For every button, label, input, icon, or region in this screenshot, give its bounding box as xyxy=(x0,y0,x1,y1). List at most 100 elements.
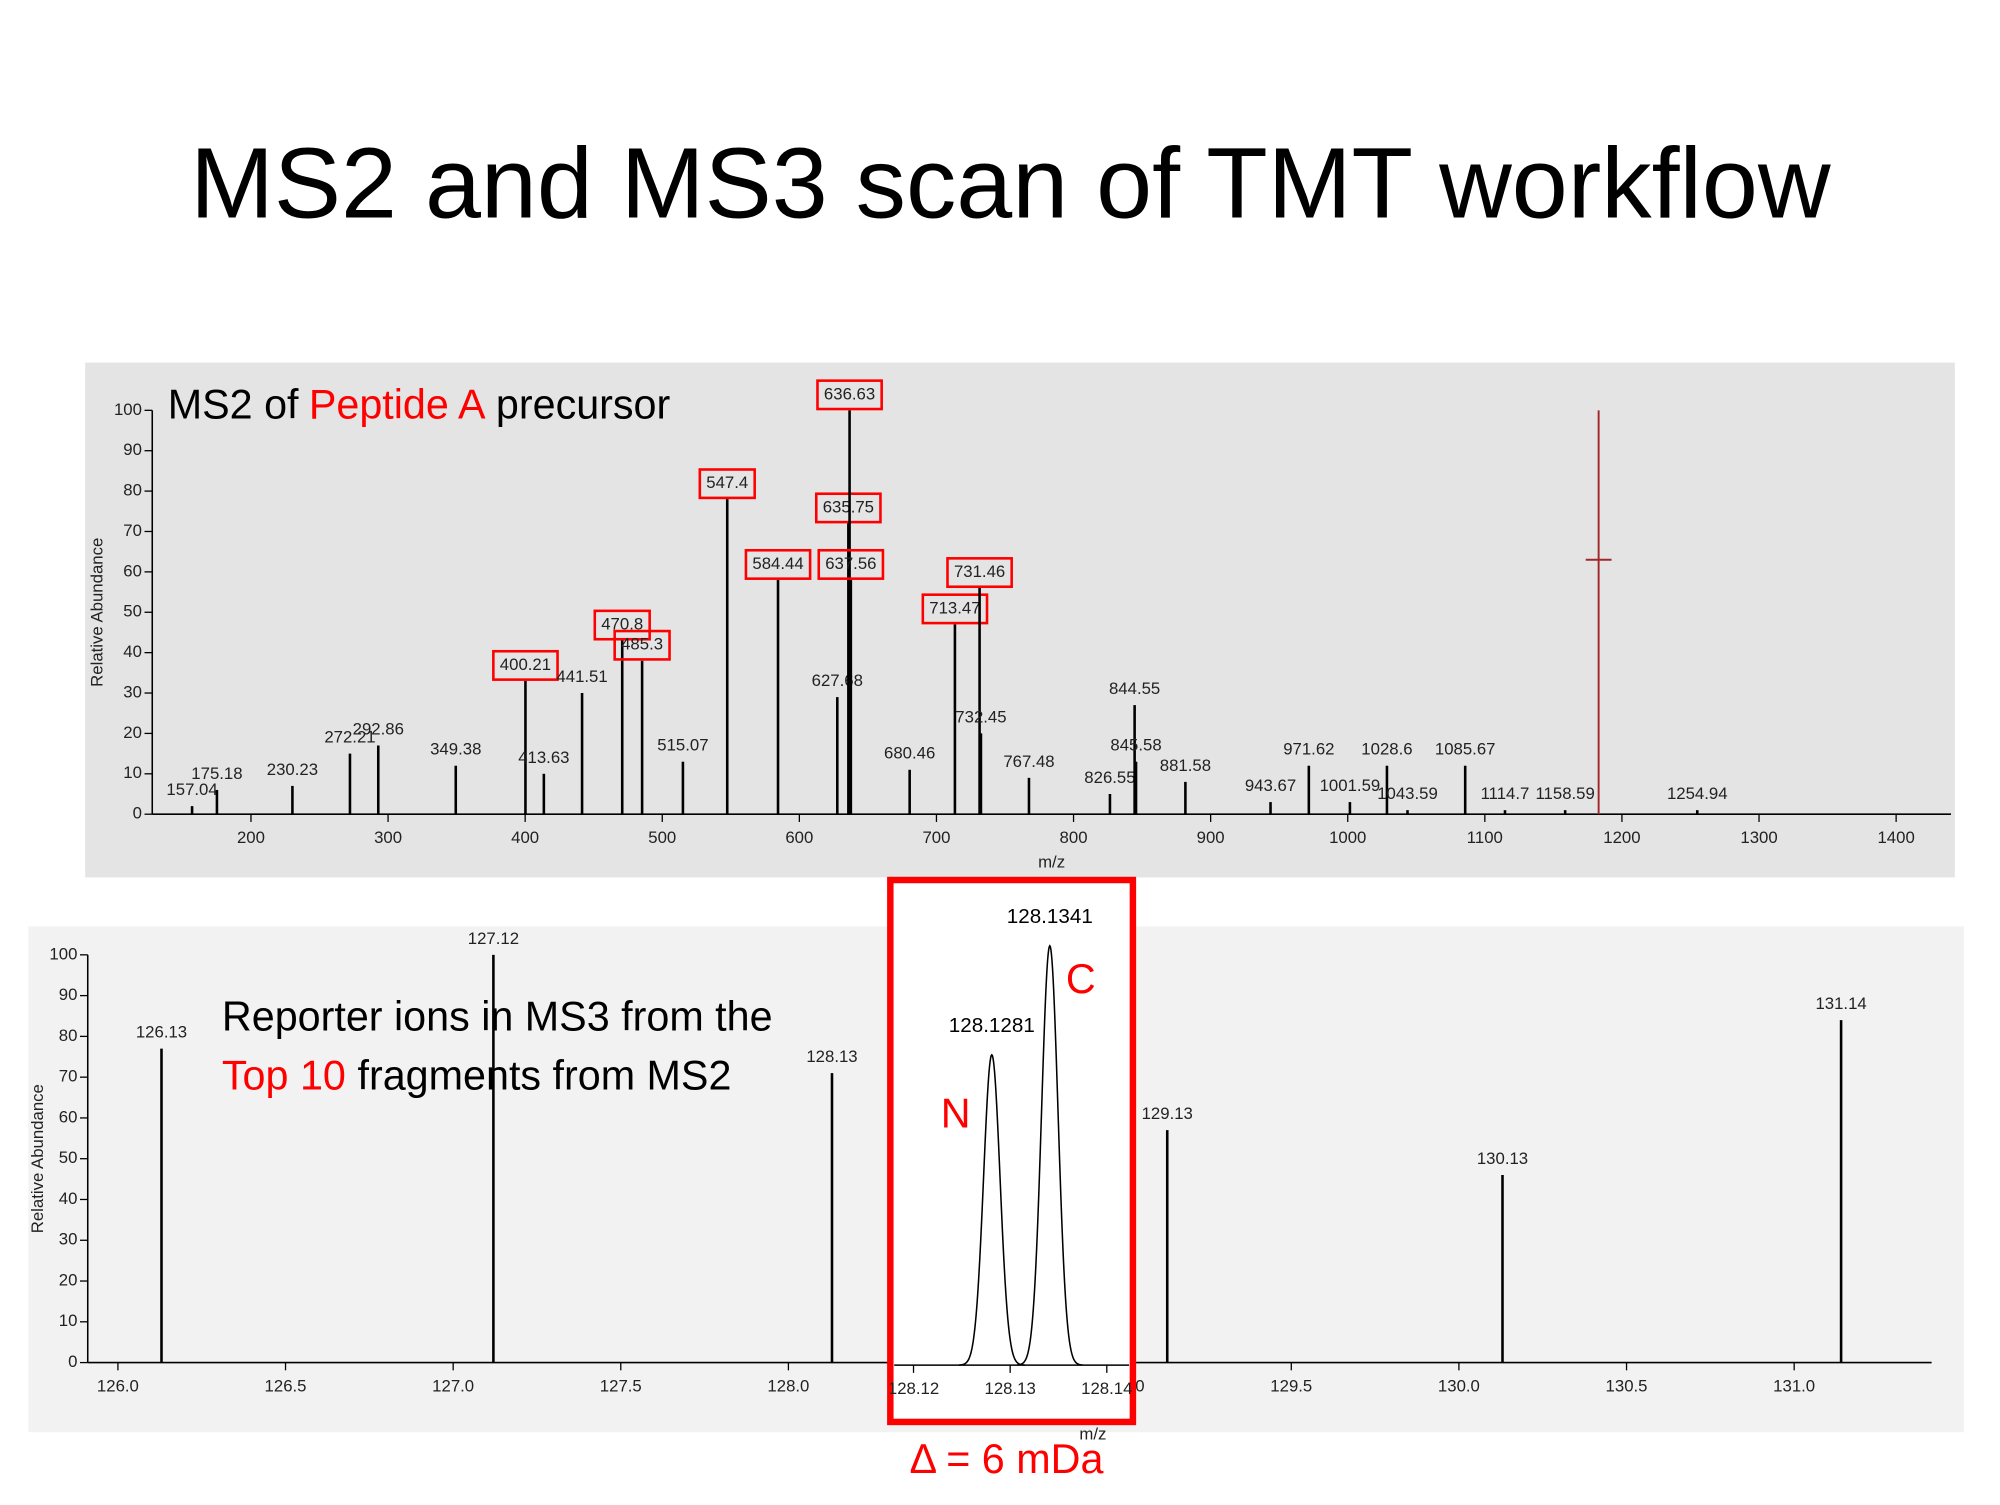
x-tick-label: 200 xyxy=(237,828,265,847)
y-tick-label: 100 xyxy=(114,400,142,419)
peak-name: N xyxy=(941,1091,971,1137)
peak-label-box xyxy=(817,548,885,580)
y-tick-label: 30 xyxy=(59,1230,78,1249)
peak-label: 349.38 xyxy=(430,740,481,759)
peak-label: 1043.59 xyxy=(1377,784,1438,803)
peak-label: 584.44 xyxy=(752,554,803,573)
annotation: Top 10 fragments from MS2 xyxy=(222,1053,732,1099)
x-tick-label: 127.0 xyxy=(432,1377,474,1396)
peak-label: 272.21 xyxy=(324,728,375,747)
annotation-part: MS2 of xyxy=(168,382,299,428)
x-axis-label: m/z xyxy=(1038,853,1065,872)
peak-label: 627.68 xyxy=(812,671,863,690)
y-tick-label: 100 xyxy=(49,944,77,963)
peak-label-box xyxy=(921,593,989,625)
peak-label-box xyxy=(593,609,651,641)
y-tick-label: 20 xyxy=(59,1270,78,1289)
peak-label: 441.51 xyxy=(556,667,607,686)
x-tick-label: 500 xyxy=(648,828,676,847)
peak-label: 470.8 xyxy=(601,614,643,633)
x-tick-label: 300 xyxy=(374,828,402,847)
peak-label: 131.14 xyxy=(1815,994,1866,1013)
peak-label-box xyxy=(744,548,812,580)
peak-label: 1254.94 xyxy=(1667,784,1728,803)
peak-label-box xyxy=(492,649,559,681)
peak-name: C xyxy=(1066,956,1096,1002)
peak-label: 971.62 xyxy=(1283,740,1334,759)
peak-label: 128.1281 xyxy=(949,1014,1035,1037)
y-tick-label: 70 xyxy=(123,521,142,540)
peak-label: 126.13 xyxy=(136,1023,187,1042)
annotation-part: precursor xyxy=(496,382,671,428)
y-tick-label: 80 xyxy=(123,481,142,500)
y-tick-label: 10 xyxy=(123,763,142,782)
y-tick-label: 80 xyxy=(59,1026,78,1045)
y-tick-label: 20 xyxy=(123,723,142,742)
peak-label: 1114.7 xyxy=(1481,784,1530,803)
inset: 128.12 128.13 128.14 128.1281 N 128.1341 C xyxy=(888,905,1132,1398)
x-tick-label: 700 xyxy=(922,828,950,847)
y-tick-label: 40 xyxy=(59,1189,78,1208)
profile-peak xyxy=(1016,944,1083,1366)
slide-title: MS2 and MS3 scan of TMT workflow xyxy=(190,128,1831,240)
peak-label-box xyxy=(613,629,671,661)
y-axis-label: Relative Abundance xyxy=(28,1084,47,1233)
peak-label: 637.56 xyxy=(825,554,876,573)
profile-peak xyxy=(958,1053,1025,1366)
peak-label: 767.48 xyxy=(1003,752,1054,771)
inset-frame xyxy=(887,876,1137,1426)
y-tick-label: 30 xyxy=(123,682,142,701)
x-tick-label: 128.13 xyxy=(985,1379,1036,1398)
y-tick-label: 50 xyxy=(123,602,142,621)
x-tick-label: 600 xyxy=(785,828,813,847)
peak-label: 128.13 xyxy=(806,1047,857,1066)
y-tick-label: 10 xyxy=(59,1311,78,1330)
peak-label: 130.13 xyxy=(1477,1149,1528,1168)
annotation-part: Top 10 xyxy=(222,1053,346,1099)
peak-label: 129.13 xyxy=(1142,1104,1193,1123)
x-tick-label: 130.5 xyxy=(1606,1377,1648,1396)
peak-label-box xyxy=(698,468,756,500)
x-tick-label: 128.0 xyxy=(767,1377,809,1396)
y-tick-label: 60 xyxy=(123,561,142,580)
peak-label: 175.18 xyxy=(191,764,242,783)
x-tick-label: 1400 xyxy=(1877,828,1914,847)
x-tick-label: 1300 xyxy=(1740,828,1777,847)
peak-label: 731.46 xyxy=(954,562,1005,581)
y-tick-label: 60 xyxy=(59,1107,78,1126)
ms2-panel xyxy=(85,362,1955,878)
x-tick-label: 129.5 xyxy=(1270,1377,1312,1396)
x-tick-label: 900 xyxy=(1197,828,1225,847)
x-tick-label: 1000 xyxy=(1329,828,1366,847)
x-tick-label: 127.5 xyxy=(600,1377,642,1396)
peak-label: 881.58 xyxy=(1160,756,1211,775)
peak-label: 636.63 xyxy=(824,384,875,403)
y-tick-label: 0 xyxy=(133,804,142,823)
peak-label: 1158.59 xyxy=(1535,784,1594,803)
peak-label: 157.04 xyxy=(166,780,217,799)
x-tick-label: 400 xyxy=(511,828,539,847)
peak-label-box xyxy=(946,557,1013,589)
y-axis-label: Relative Abundance xyxy=(88,538,107,687)
x-tick-label: 1200 xyxy=(1603,828,1640,847)
annotation-part: Peptide A xyxy=(309,382,486,428)
peak-label: 515.07 xyxy=(657,736,708,755)
peak-label: 230.23 xyxy=(267,760,318,779)
peak-label: 547.4 xyxy=(706,473,748,492)
peak-label: 1085.67 xyxy=(1435,740,1496,759)
peak-label: 413.63 xyxy=(518,748,569,767)
x-tick-label: 128.12 xyxy=(888,1379,939,1398)
annotation: Reporter ions in MS3 from the xyxy=(222,993,773,1039)
x-tick-label: 128.14 xyxy=(1081,1379,1132,1398)
peak-label: 1001.59 xyxy=(1320,776,1381,795)
y-tick-label: 0 xyxy=(68,1352,77,1371)
annotation: Δ = 6 mDa xyxy=(909,1436,1103,1482)
y-tick-label: 50 xyxy=(59,1148,78,1167)
peak-label: 713.47 xyxy=(929,598,980,617)
peak-label: 485.3 xyxy=(621,635,663,654)
x-tick-label: 131.0 xyxy=(1773,1377,1815,1396)
peak-label: 845.58 xyxy=(1110,736,1161,755)
peak-label-box xyxy=(816,379,883,411)
